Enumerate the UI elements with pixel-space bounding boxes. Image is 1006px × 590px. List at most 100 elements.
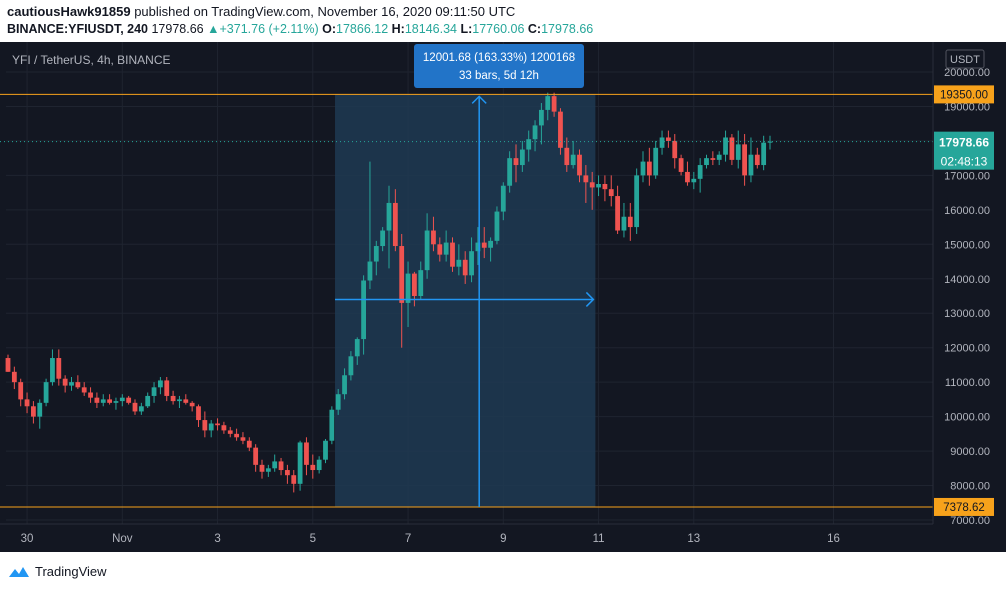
price-level-label: 7378.62 — [943, 502, 985, 514]
candle-body — [221, 425, 227, 431]
chart-area[interactable]: 7000.00 8000.00 9000.00 10000.00 11000.00 120… — [0, 42, 1006, 552]
candle-body — [412, 273, 417, 296]
candle-body — [615, 196, 620, 231]
high-label: H: — [391, 22, 405, 36]
candle-body — [304, 442, 309, 465]
candle-body — [81, 387, 87, 393]
candle-body — [246, 440, 252, 448]
time-tick-label: Nov — [112, 533, 133, 545]
candle-body — [424, 230, 430, 271]
candle-body — [608, 189, 614, 197]
candle-body — [11, 371, 17, 383]
candle-body — [570, 154, 576, 166]
chart-title: YFI / TetherUS, 4h, BINANCE — [12, 53, 171, 67]
candle-body — [672, 140, 678, 159]
candle-body — [723, 137, 728, 155]
price-axis[interactable]: 7000.008000.009000.0010000.0011000.00120… — [932, 42, 1006, 527]
measure-region[interactable] — [335, 94, 596, 507]
candle-body — [596, 184, 601, 188]
candle-body — [767, 141, 773, 143]
candle-body — [704, 158, 709, 166]
candle-body — [208, 423, 214, 431]
time-axis[interactable]: 30 Nov 3 5 7 9 11 13 16 — [0, 523, 1006, 552]
candle-body — [621, 216, 627, 231]
measure-arrowhead-up — [471, 95, 487, 104]
candle-body — [634, 175, 640, 228]
measure-range-box[interactable] — [335, 94, 596, 507]
candle-body — [462, 259, 468, 276]
measure-arrowhead-right — [585, 291, 595, 307]
candle-body — [240, 437, 246, 441]
candle-body — [678, 158, 684, 172]
tradingview-logo[interactable]: TradingView — [8, 564, 107, 579]
candle-body — [323, 440, 328, 460]
candle-body — [107, 399, 112, 403]
candle-body — [202, 420, 208, 431]
candle-body — [43, 382, 49, 403]
candle-body — [418, 270, 424, 296]
candle-body — [589, 182, 595, 188]
time-tick-label: 13 — [687, 533, 700, 545]
ohlc-line: BINANCE:YFIUSDT, 240 17978.66 ▲+371.76 (… — [7, 22, 593, 36]
footer: TradingView — [0, 552, 1006, 590]
price-tick-label: 13000.00 — [944, 308, 990, 320]
candle-body — [691, 178, 697, 183]
candle-body — [431, 230, 436, 245]
measure-arrows — [335, 95, 595, 507]
candle-body — [113, 401, 119, 403]
price-tick-label: 8000.00 — [950, 481, 990, 493]
candle-body — [602, 184, 608, 190]
candle-body — [132, 402, 138, 412]
candle-body — [754, 154, 760, 166]
candle-body — [158, 380, 163, 388]
candle-body — [285, 470, 290, 476]
measure-line-1: 12001.68 (163.33%) 1200168 — [423, 52, 575, 64]
candle-body — [56, 358, 62, 379]
candle-body — [119, 397, 125, 402]
candle-body — [437, 244, 443, 255]
candle-body — [348, 356, 354, 376]
price-tick-label: 9000.00 — [950, 446, 990, 458]
price-level-badge[interactable] — [934, 85, 994, 104]
candle-body — [253, 447, 259, 465]
candle-body — [469, 251, 474, 276]
candle-body — [5, 358, 11, 372]
candle-body — [646, 161, 652, 176]
publish-text: published on TradingView.com, November 1… — [134, 4, 516, 19]
candle-body — [138, 406, 144, 412]
candle-body — [742, 144, 747, 176]
candle-body — [227, 430, 233, 434]
candle-body — [145, 395, 151, 407]
candle-body — [151, 387, 157, 396]
price-level-lines[interactable] — [0, 93, 933, 508]
candle-body — [31, 406, 36, 417]
candle-body — [653, 147, 659, 176]
triangle-up-icon: ▲ — [207, 22, 220, 36]
candle-body — [659, 137, 665, 148]
time-tick-label: 3 — [214, 533, 220, 545]
candle-body — [386, 202, 392, 231]
candle-body — [170, 395, 176, 402]
brand-name: TradingView — [35, 564, 107, 579]
candlestick-chart[interactable]: 7000.008000.009000.0010000.0011000.00120… — [0, 42, 1006, 552]
price-tick-label: 11000.00 — [945, 377, 990, 389]
price-axis-bg — [933, 42, 1006, 524]
candle-body — [18, 382, 24, 400]
price-level-badge[interactable] — [934, 497, 994, 516]
candle-body — [88, 392, 93, 398]
time-axis-bg — [0, 524, 1006, 552]
time-tick-label: 5 — [310, 533, 316, 545]
time-tick-label: 7 — [405, 533, 411, 545]
symbol-label: BINANCE:YFIUSDT, 240 — [7, 22, 148, 36]
tradingview-logo-icon — [9, 566, 29, 577]
price-tick-label: 14000.00 — [944, 274, 990, 286]
candle-body — [272, 461, 278, 469]
author-name[interactable]: cautiousHawk91859 — [7, 4, 131, 19]
candle-body — [265, 468, 271, 472]
candle-body — [532, 125, 538, 140]
candle-body — [126, 397, 132, 403]
open-value: 17866.12 — [336, 22, 389, 36]
candle-body — [50, 358, 55, 383]
currency-badge[interactable]: USDT — [945, 49, 985, 69]
candle-body — [177, 399, 182, 402]
